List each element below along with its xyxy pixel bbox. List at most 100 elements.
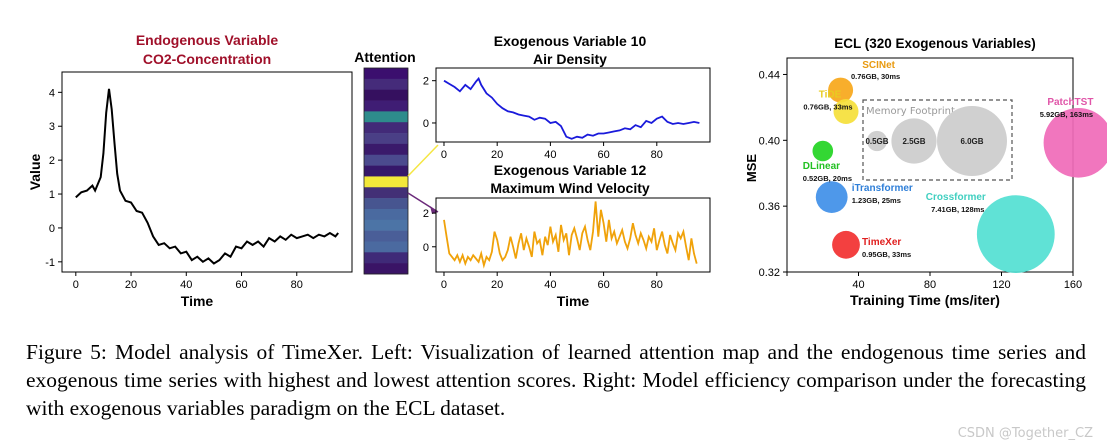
- exo10-title-line1: Exogenous Variable 10: [494, 33, 647, 49]
- memory-footprint-title: Memory Footprint: [866, 106, 955, 117]
- x-tick-label: 80: [291, 279, 303, 291]
- bubble-name-label: iTransformer: [852, 183, 913, 194]
- ecl-ylabel: MSE: [744, 154, 759, 183]
- exo10-title-line2: Air Density: [533, 51, 607, 67]
- bubble-name-label: SCINet: [862, 60, 895, 71]
- exo12-ticks: 0 20 40 60 80 0 2: [423, 208, 663, 291]
- heatmap-cell: [364, 68, 408, 80]
- endo-title-line2: CO2-Concentration: [143, 51, 271, 67]
- heatmap-cell: [364, 78, 408, 90]
- heatmap-cell: [364, 176, 408, 188]
- endo-ylabel: Value: [27, 154, 43, 191]
- y-tick-label: 2: [423, 76, 429, 88]
- memory-footprint-box: [862, 99, 1013, 181]
- bubble-name-label: TimeXer: [862, 237, 901, 248]
- y-tick-label: 0: [423, 118, 429, 130]
- heatmap-cells: [363, 67, 409, 275]
- x-tick-label: 40: [544, 149, 556, 161]
- y-tick-label: 2: [423, 208, 429, 220]
- x-tick-label: 40: [852, 279, 864, 291]
- x-tick-label: 120: [992, 279, 1010, 291]
- memory-footprint-circle: [891, 118, 937, 164]
- y-tick-label: 2: [49, 155, 55, 167]
- ecl-title: ECL (320 Exogenous Variables): [834, 36, 1036, 51]
- bubble-mem-label: 0.95GB, 33ms: [862, 250, 911, 259]
- exo12-xlabel: Time: [557, 293, 590, 309]
- y-tick-label: 0.32: [759, 267, 780, 279]
- y-tick-label: 0.40: [759, 135, 780, 147]
- heatmap-cell: [364, 154, 408, 166]
- heatmap-cell: [364, 241, 408, 253]
- memory-footprint-circle: [866, 130, 888, 152]
- exo12-plot-frame: [435, 197, 711, 273]
- y-tick-label: -1: [45, 257, 55, 269]
- x-tick-label: 0: [441, 149, 447, 161]
- bubble-dlinear: [812, 140, 834, 162]
- heatmap-cell: [364, 111, 408, 123]
- endo-ticks: 0 20 40 60 80 -1 0 1 2 3 4: [45, 87, 303, 291]
- heatmap-frame: [363, 67, 409, 275]
- bubble-name-label: TiDE: [819, 90, 842, 101]
- bubble-mem-label: 0.76GB, 30ms: [851, 72, 900, 81]
- ecl-bubble-chart: ECL (320 Exogenous Variables) 40 80 120 160…: [744, 36, 1107, 308]
- memory-footprint-legend: 0.5GB 2.5GB 6.0GB: [865, 106, 1007, 176]
- bubble-mem-label: 0.76GB, 33ms: [803, 103, 852, 112]
- exo10-ticks: 0 20 40 60 80 0 2: [423, 76, 663, 161]
- bubble-name-label: DLinear: [803, 161, 840, 172]
- memory-footprint-circle: [937, 106, 1007, 176]
- bubble-timexer: [832, 230, 860, 259]
- heatmap-cell: [364, 100, 408, 112]
- x-tick-label: 20: [491, 279, 503, 291]
- heatmap-cell: [364, 230, 408, 242]
- ecl-xlabel: Training Time (ms/iter): [850, 292, 1000, 308]
- y-tick-label: 0.36: [759, 201, 780, 213]
- exo12-title-line2: Maximum Wind Velocity: [490, 180, 650, 196]
- bubble-crossformer: [976, 195, 1055, 273]
- attention-title: Attention: [354, 49, 415, 65]
- exo12-title-line1: Exogenous Variable 12: [494, 162, 647, 178]
- exo10-series-line: [443, 76, 700, 140]
- x-tick-label: 160: [1064, 279, 1082, 291]
- endo-series-line: [75, 88, 339, 265]
- bubble-name-label: PatchTST: [1047, 97, 1093, 108]
- heatmap-cell: [364, 219, 408, 231]
- memory-footprint-label: 2.5GB: [902, 137, 925, 146]
- bubble-name-label: Crossformer: [926, 192, 986, 203]
- connector-to-exo10: [407, 144, 439, 177]
- bubble-tide: [833, 99, 859, 124]
- x-tick-label: 40: [180, 279, 192, 291]
- y-tick-label: 1: [49, 189, 55, 201]
- memory-footprint-label: 6.0GB: [960, 137, 983, 146]
- heatmap-cell: [364, 133, 408, 145]
- x-tick-label: 0: [441, 279, 447, 291]
- y-tick-label: 4: [49, 87, 55, 99]
- endogenous-chart: Endogenous Variable CO2-Concentration 0 2…: [27, 32, 353, 309]
- heatmap-cell: [364, 122, 408, 134]
- bubble-mem-label: 1.23GB, 25ms: [852, 196, 901, 205]
- bubble-scinet: [828, 77, 854, 103]
- y-tick-label: 3: [49, 121, 55, 133]
- x-tick-label: 40: [544, 279, 556, 291]
- y-tick-label: 0: [423, 242, 429, 254]
- bubble-itransformer: [815, 181, 848, 214]
- heatmap-cell: [364, 208, 408, 221]
- y-tick-label: 0.44: [759, 69, 780, 81]
- heatmap-cell: [364, 263, 408, 275]
- heatmap-cell: [364, 143, 408, 156]
- x-tick-label: 80: [924, 279, 936, 291]
- heatmap-cell: [364, 198, 408, 210]
- heatmap-cell: [364, 89, 408, 101]
- x-tick-label: 20: [125, 279, 137, 291]
- watermark: CSDN @Together_CZ: [957, 426, 1093, 441]
- x-tick-label: 60: [597, 149, 609, 161]
- endo-plot-frame: [61, 71, 353, 273]
- exo12-series-line: [443, 201, 698, 269]
- bubble-mem-label: 7.41GB, 128ms: [931, 205, 984, 214]
- heatmap-cell: [364, 252, 408, 264]
- bubble-patchtst: [1043, 108, 1107, 178]
- y-tick-label: 0: [49, 223, 55, 235]
- figure-caption: Figure 5: Model analysis of TimeXer. Lef…: [26, 340, 1086, 420]
- bubble-mem-label: 0.52GB, 20ms: [803, 174, 852, 183]
